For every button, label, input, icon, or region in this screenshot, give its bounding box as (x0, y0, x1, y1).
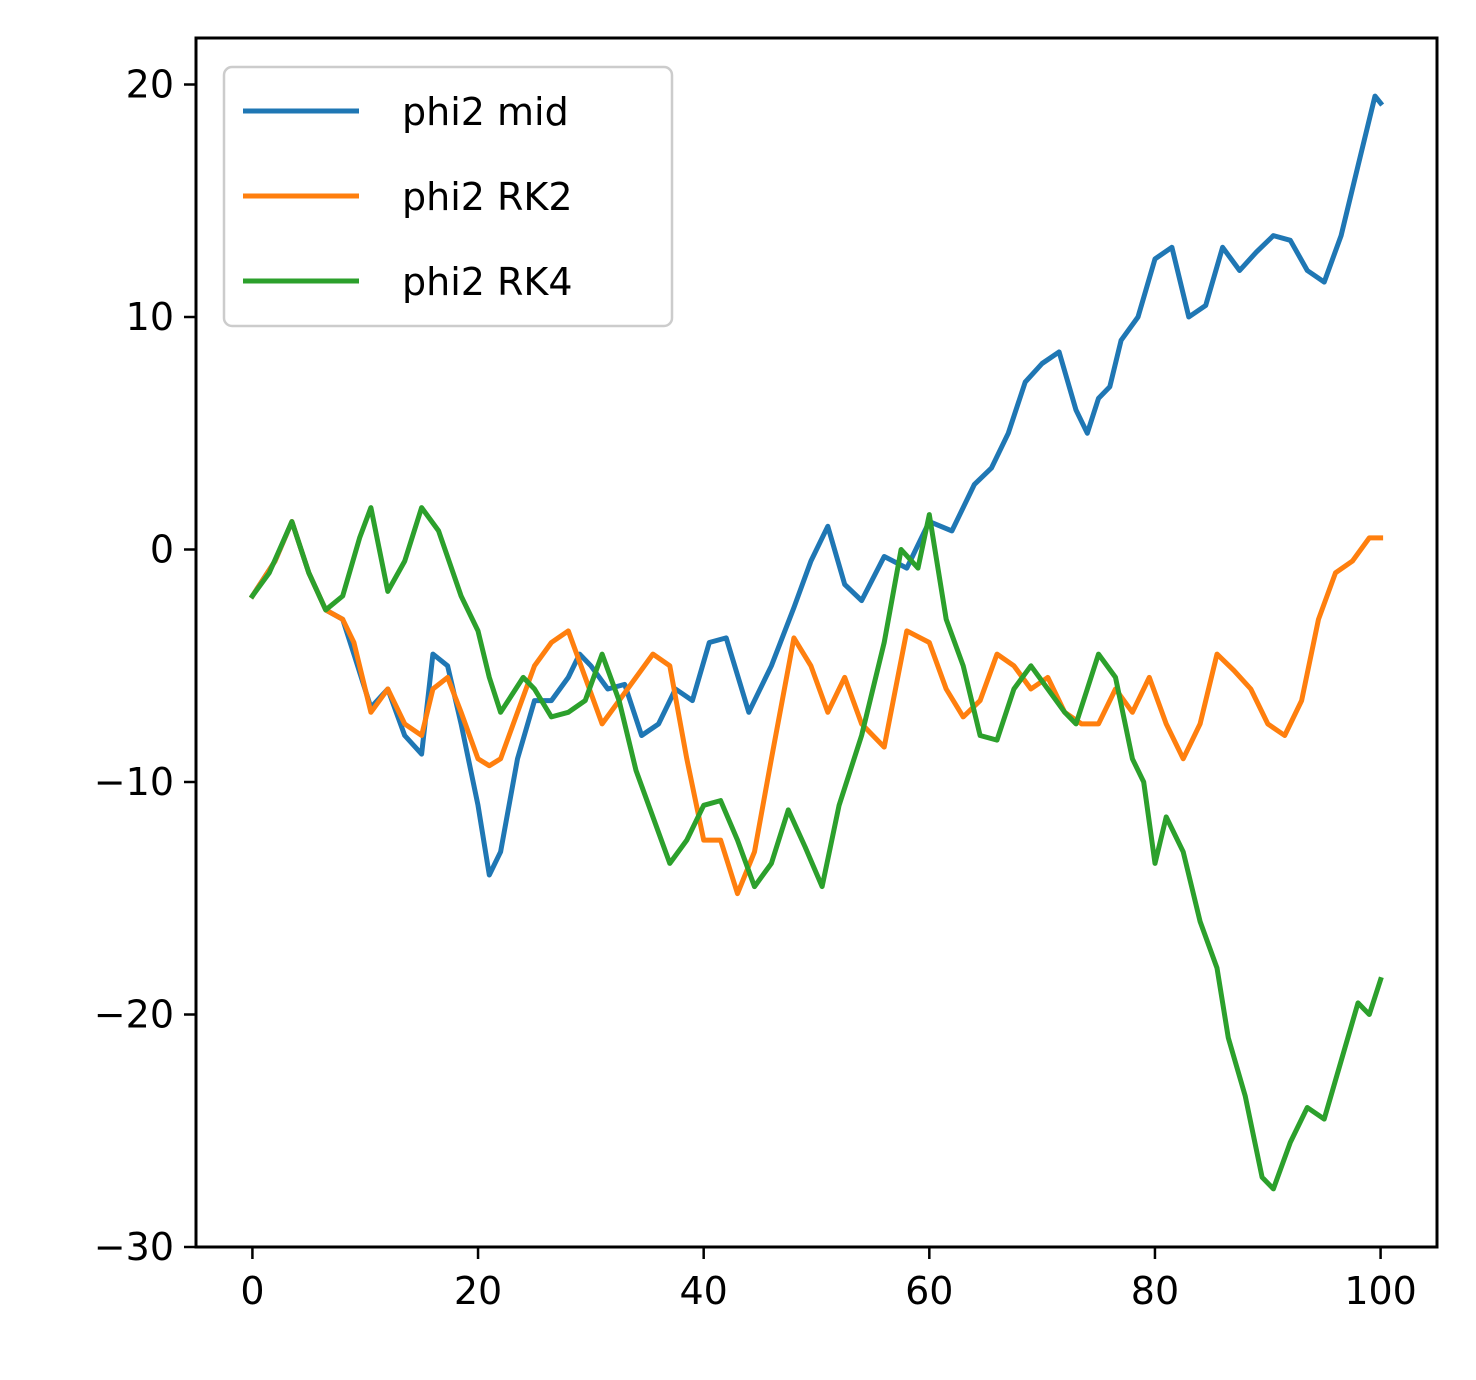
plot-frame (194, 36, 1439, 1249)
y-tick-label: −20 (94, 993, 174, 1037)
plot-lines (248, 93, 1385, 1192)
legend: phi2 mid phi2 RK2 phi2 RK4 (222, 65, 674, 328)
x-tick-label: 100 (1344, 1269, 1417, 1313)
x-tick-label: 80 (1131, 1269, 1179, 1313)
y-axis: −30 −20 −10 0 10 20 (94, 63, 196, 1269)
x-tick-label: 60 (905, 1269, 953, 1313)
y-tick-label: −30 (94, 1225, 174, 1269)
y-tick-label: 20 (126, 63, 174, 107)
legend-label: phi2 RK4 (402, 260, 573, 304)
legend-label: phi2 RK2 (402, 175, 573, 219)
series-line-3 (248, 505, 1384, 1192)
x-tick-label: 20 (454, 1269, 502, 1313)
x-tick-label: 0 (240, 1269, 264, 1313)
series-line-1 (248, 93, 1385, 878)
legend-box (222, 65, 674, 328)
legend-entries: phi2 mid phi2 RK2 phi2 RK4 (243, 90, 573, 304)
x-tick-label: 40 (680, 1269, 728, 1313)
y-tick-label: −10 (94, 760, 174, 804)
legend-label: phi2 mid (402, 90, 569, 134)
x-axis: 0 20 40 60 80 100 (240, 1247, 1417, 1313)
series-line-2 (248, 519, 1384, 897)
y-tick-label: 0 (150, 528, 174, 572)
y-tick-label: 10 (126, 295, 174, 339)
